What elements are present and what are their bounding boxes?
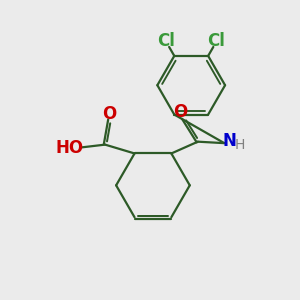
Text: O: O xyxy=(173,103,187,121)
Text: Cl: Cl xyxy=(208,32,226,50)
Text: O: O xyxy=(102,105,117,123)
Text: N: N xyxy=(223,132,237,150)
Text: H: H xyxy=(235,138,245,152)
Text: HO: HO xyxy=(56,139,84,157)
Text: Cl: Cl xyxy=(157,32,175,50)
